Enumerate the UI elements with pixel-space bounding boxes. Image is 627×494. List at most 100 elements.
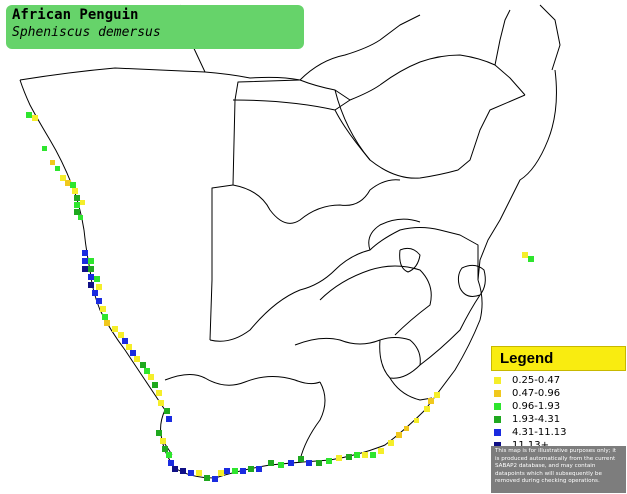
- cell: [218, 470, 224, 476]
- cell: [378, 448, 384, 454]
- border-botswana-south: [232, 179, 401, 224]
- cell: [522, 252, 528, 258]
- border-province-ec-kzn: [389, 377, 433, 401]
- cell: [166, 452, 172, 458]
- cell: [82, 250, 88, 256]
- legend-label: 1.93-4.31: [512, 414, 561, 425]
- cell: [162, 446, 168, 452]
- border-zambia: [299, 79, 381, 101]
- cell: [404, 426, 409, 431]
- border-province-gp: [399, 247, 421, 273]
- cell: [248, 466, 254, 472]
- cell: [414, 418, 419, 423]
- legend-label: 4.31-11.13: [512, 427, 567, 438]
- legend-swatch: [494, 442, 501, 449]
- legend-items: 0.25-0.47 0.47-0.96 0.96-1.93 1.93-4.31 …: [491, 371, 626, 452]
- border-province-north: [368, 218, 421, 251]
- cell: [298, 456, 304, 462]
- border-province-nc-wc: [164, 374, 321, 386]
- border-malawi: [494, 4, 561, 71]
- legend-swatch: [494, 416, 501, 423]
- coast-south-africa: [83, 229, 483, 479]
- cell: [100, 306, 106, 312]
- species-scientific-name: Spheniscus demersus: [12, 25, 161, 40]
- cell: [74, 209, 80, 215]
- cell: [188, 470, 194, 476]
- legend-label: 11.13+: [512, 439, 549, 452]
- cell: [172, 466, 178, 472]
- cell: [336, 455, 342, 461]
- legend-item: 0.47-0.96: [494, 387, 626, 400]
- cell: [32, 115, 38, 121]
- cell: [164, 408, 170, 414]
- cell: [144, 368, 150, 374]
- border-province-fs: [319, 265, 432, 336]
- legend-swatch: [494, 377, 501, 384]
- cell: [148, 374, 154, 380]
- cell: [78, 215, 83, 220]
- cell: [130, 350, 136, 356]
- cell: [126, 344, 132, 350]
- legend-item: 0.96-1.93: [494, 400, 626, 413]
- cell: [212, 476, 218, 482]
- border-botswana: [232, 99, 371, 161]
- cell: [96, 298, 102, 304]
- cell: [288, 460, 294, 466]
- cell: [60, 175, 66, 181]
- border-zimbabwe-south: [334, 89, 526, 179]
- cell: [50, 160, 55, 165]
- cell: [80, 200, 85, 205]
- border-namibia-east: [209, 79, 301, 341]
- border-province-nc-ec: [294, 337, 381, 346]
- cell: [166, 416, 172, 422]
- legend-heading: Legend: [491, 346, 626, 371]
- border-province-wc-ec: [299, 381, 326, 461]
- cell: [96, 284, 102, 290]
- cell: [428, 398, 434, 404]
- border-angola-namibia: [19, 67, 301, 81]
- border-province-kzn: [419, 294, 481, 366]
- cell: [26, 112, 32, 118]
- legend-label: 0.96-1.93: [512, 401, 561, 412]
- cell: [196, 470, 202, 476]
- cell: [82, 258, 88, 264]
- species-title-box: African Penguin Spheniscus demersus: [6, 5, 304, 49]
- border-zambia-drc: [299, 14, 421, 81]
- cell: [88, 274, 94, 280]
- legend-disclaimer: This map is for illustrative purposes on…: [491, 446, 626, 493]
- legend-item: 0.25-0.47: [494, 374, 626, 387]
- cell: [140, 362, 146, 368]
- occurrence-cells: [26, 112, 534, 482]
- cell: [112, 326, 118, 332]
- cell: [118, 332, 124, 338]
- cell: [94, 276, 100, 282]
- cell: [156, 430, 162, 436]
- cell: [354, 452, 360, 458]
- cell: [65, 180, 71, 186]
- cell: [74, 195, 80, 201]
- cell: [88, 282, 94, 288]
- border-mozambique-west: [379, 54, 526, 96]
- cell: [104, 320, 110, 326]
- cell: [256, 466, 262, 472]
- legend-swatch: [494, 403, 501, 410]
- cell: [82, 266, 88, 272]
- cell: [434, 392, 440, 398]
- legend-swatch: [494, 390, 501, 397]
- cell: [240, 468, 246, 474]
- cell: [158, 400, 164, 406]
- cell: [232, 468, 238, 474]
- legend-swatch: [494, 429, 501, 436]
- cell: [180, 468, 186, 474]
- cell: [74, 202, 80, 208]
- cell: [72, 188, 78, 194]
- cell: [396, 432, 402, 438]
- cell: [102, 314, 108, 320]
- cell: [388, 440, 394, 446]
- cell: [70, 182, 76, 188]
- border-lesotho: [379, 337, 421, 379]
- cell: [168, 460, 174, 466]
- legend-item: 4.31-11.13: [494, 426, 626, 439]
- border-sa-north: [209, 227, 479, 342]
